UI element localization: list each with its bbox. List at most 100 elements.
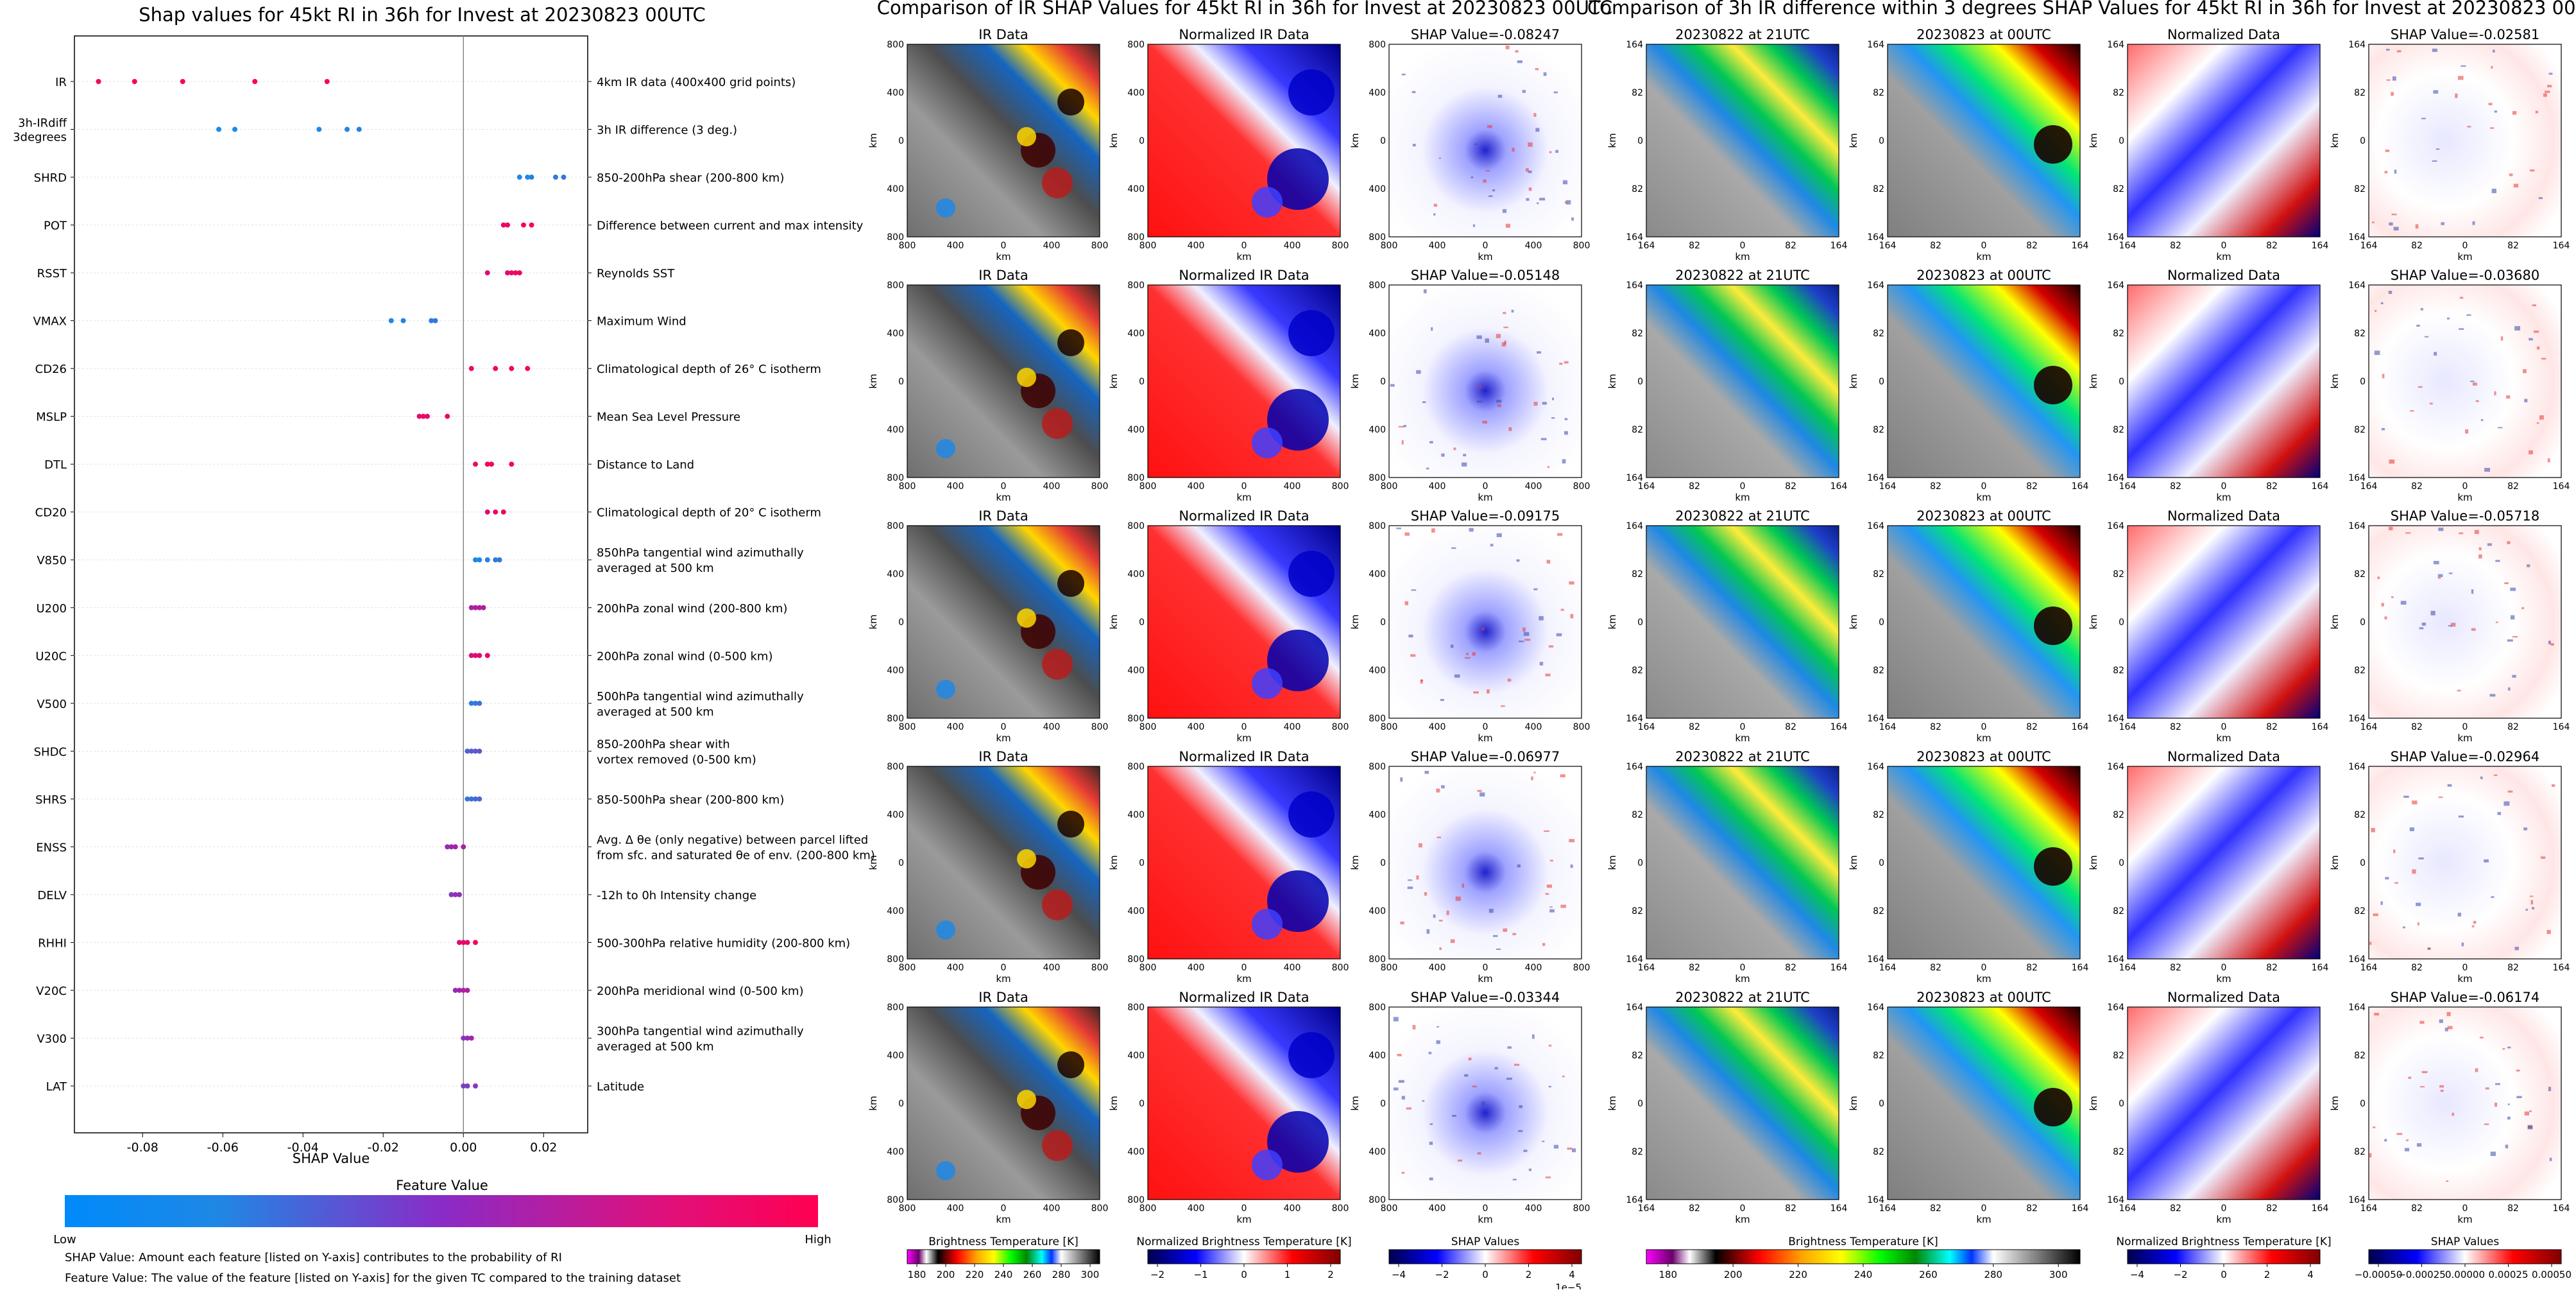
y-tick-label: 800 bbox=[1127, 1195, 1145, 1205]
shap-speck bbox=[2432, 160, 2437, 162]
x-tick-label: -0.08 bbox=[127, 1141, 158, 1155]
shap-speck bbox=[2507, 790, 2513, 793]
feature-label: DELV bbox=[37, 889, 67, 902]
x-tick-label: 82 bbox=[1785, 241, 1796, 251]
y-tick-label: 164 bbox=[1626, 762, 1643, 772]
panel-frame bbox=[2368, 1006, 2562, 1200]
y-tick-label: 0 bbox=[1139, 617, 1145, 628]
x-tick-label: 164 bbox=[1638, 241, 1655, 251]
y-tick-label: 82 bbox=[1632, 329, 1643, 339]
x-tick-label: 800 bbox=[1381, 1203, 1398, 1214]
cloud-blob bbox=[1057, 570, 1084, 597]
y-tick-label: 82 bbox=[1873, 906, 1884, 917]
shap-speck bbox=[1564, 202, 1567, 203]
y-tick-label: 164 bbox=[2107, 521, 2124, 531]
shap-speck bbox=[1536, 351, 1541, 354]
x-axis-label: km bbox=[2216, 251, 2231, 263]
y-axis-label: km bbox=[2329, 855, 2341, 870]
shap-speck bbox=[2491, 65, 2493, 69]
x-axis-label: km bbox=[1236, 973, 1251, 985]
panel-title: IR Data bbox=[978, 990, 1028, 1005]
panel-frame bbox=[907, 284, 1100, 478]
shap-speck bbox=[2386, 49, 2390, 51]
shap-point bbox=[525, 175, 531, 180]
ir-comparison-title: Comparison of IR SHAP Values for 45kt RI… bbox=[877, 0, 1612, 19]
y-tick-label: 82 bbox=[1873, 1147, 1884, 1157]
shap-speck bbox=[1516, 559, 1520, 562]
feature-label: 3h-IRdiff bbox=[18, 117, 67, 130]
x-tick-label: 0 bbox=[1981, 963, 1987, 973]
shap-speck bbox=[1404, 532, 1410, 536]
y-tick-label: 0 bbox=[1879, 136, 1884, 146]
x-axis-label: km bbox=[1478, 973, 1492, 985]
shap-speck bbox=[1426, 929, 1430, 934]
shap-speck bbox=[2439, 1085, 2444, 1088]
x-tick-label: 164 bbox=[1879, 1203, 1897, 1214]
shap-speck bbox=[1411, 589, 1417, 591]
shap-speck bbox=[1543, 72, 1547, 76]
cloud-blob bbox=[1057, 1051, 1084, 1078]
y-tick-label: 400 bbox=[1369, 88, 1386, 98]
y-axis-label: km bbox=[2088, 1096, 2099, 1110]
x-tick-label: 800 bbox=[1381, 241, 1398, 251]
shap-speck bbox=[1464, 1074, 1469, 1077]
shap-speck bbox=[1476, 335, 1482, 340]
x-tick-label: 400 bbox=[947, 722, 964, 732]
x-tick-label: 82 bbox=[2266, 481, 2278, 492]
image-panel: SHAP Value=-0.09175800800400400004004008… bbox=[1349, 508, 1590, 744]
y-tick-label: 400 bbox=[887, 88, 904, 98]
x-axis-label: km bbox=[2457, 732, 2472, 744]
x-tick-label: 82 bbox=[2026, 722, 2038, 732]
cloud-blob bbox=[1017, 849, 1036, 868]
x-axis-label: km bbox=[2216, 732, 2231, 744]
panel-image bbox=[2128, 285, 2320, 478]
y-tick-label: 82 bbox=[1873, 88, 1884, 98]
x-tick-label: 164 bbox=[1638, 481, 1655, 492]
x-tick-label: 400 bbox=[947, 1203, 964, 1214]
x-tick-label: 0 bbox=[1981, 1203, 1987, 1214]
y-tick-label: 800 bbox=[887, 280, 904, 291]
y-axis-label: km bbox=[1108, 855, 1120, 870]
shap-speck bbox=[2527, 1125, 2533, 1130]
shap-point bbox=[132, 79, 137, 84]
feature-low-label: Low bbox=[53, 1233, 76, 1246]
x-tick-label: 0 bbox=[1001, 963, 1007, 973]
panel-title: 20230823 at 00UTC bbox=[1916, 990, 2051, 1005]
shap-point bbox=[484, 653, 490, 659]
colorbar-label: Normalized Brightness Temperature [K] bbox=[2116, 1236, 2331, 1248]
shap-speck bbox=[2415, 224, 2419, 229]
x-tick-label: 82 bbox=[1785, 1203, 1796, 1214]
x-tick-label: 400 bbox=[1043, 1203, 1061, 1214]
shap-speck bbox=[1401, 1096, 1405, 1100]
panel-frame bbox=[1887, 525, 2081, 719]
shap-speck bbox=[1404, 601, 1409, 605]
shap-speck bbox=[2396, 1133, 2403, 1135]
shap-point bbox=[465, 748, 470, 754]
x-tick-label: -0.02 bbox=[368, 1141, 399, 1155]
y-tick-label: 0 bbox=[1879, 377, 1884, 387]
shap-speck bbox=[2435, 148, 2440, 150]
y-tick-label: 0 bbox=[2119, 377, 2124, 387]
image-panel: SHAP Value=-0.08247800800400400004004008… bbox=[1349, 27, 1590, 263]
panel-title: SHAP Value=-0.09175 bbox=[1411, 508, 1560, 524]
y-tick-label: 164 bbox=[1867, 473, 1884, 483]
shap-speck bbox=[2438, 796, 2443, 798]
shap-speck bbox=[2452, 1112, 2455, 1116]
shap-point bbox=[477, 557, 482, 563]
x-tick-label: 800 bbox=[1332, 963, 1349, 973]
shap-speck bbox=[2385, 150, 2390, 152]
y-axis-label: km bbox=[867, 614, 879, 629]
x-tick-label: 82 bbox=[2507, 722, 2519, 732]
panel-image bbox=[1389, 1007, 1582, 1200]
colorbar-tick-label: 2 bbox=[2264, 1269, 2271, 1280]
shap-speck bbox=[2484, 467, 2491, 472]
shap-speck bbox=[2371, 828, 2375, 832]
y-tick-label: 800 bbox=[1127, 762, 1145, 772]
shap-speck bbox=[2412, 800, 2418, 805]
image-panel: Normalized Data1641648282008282164164kmk… bbox=[2088, 508, 2328, 744]
shap-speck bbox=[2529, 895, 2534, 897]
shap-speck bbox=[2485, 1087, 2489, 1090]
shap-speck bbox=[1474, 143, 1478, 145]
shap-speck bbox=[2384, 171, 2388, 174]
shap-speck bbox=[1397, 1054, 1402, 1056]
